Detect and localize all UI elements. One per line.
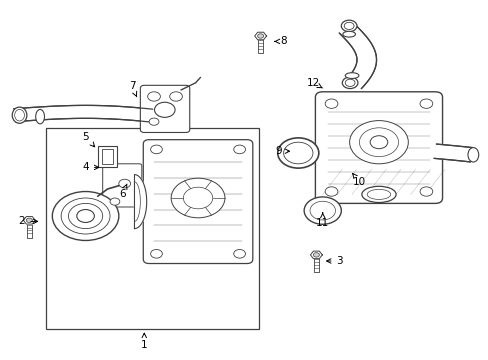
FancyBboxPatch shape xyxy=(140,85,189,132)
Polygon shape xyxy=(254,32,266,40)
Circle shape xyxy=(309,201,335,220)
Text: 7: 7 xyxy=(128,81,137,97)
Circle shape xyxy=(277,138,318,168)
Ellipse shape xyxy=(344,22,353,30)
Circle shape xyxy=(419,99,432,108)
Polygon shape xyxy=(258,40,263,53)
Text: 1: 1 xyxy=(141,333,147,350)
Circle shape xyxy=(325,187,337,196)
Text: 11: 11 xyxy=(315,213,329,228)
Ellipse shape xyxy=(366,189,390,199)
Circle shape xyxy=(77,210,94,222)
Circle shape xyxy=(149,118,159,125)
Circle shape xyxy=(110,198,120,205)
Circle shape xyxy=(169,92,182,101)
Ellipse shape xyxy=(342,77,357,89)
Ellipse shape xyxy=(341,20,356,32)
Circle shape xyxy=(183,187,212,209)
Polygon shape xyxy=(310,251,322,258)
Circle shape xyxy=(119,179,130,188)
Circle shape xyxy=(359,128,398,157)
Polygon shape xyxy=(134,175,146,229)
Circle shape xyxy=(419,187,432,196)
Ellipse shape xyxy=(345,73,358,78)
Circle shape xyxy=(313,253,319,257)
Polygon shape xyxy=(313,259,318,272)
Polygon shape xyxy=(339,24,376,89)
Text: 8: 8 xyxy=(274,36,286,46)
Circle shape xyxy=(26,218,32,222)
Ellipse shape xyxy=(12,107,27,123)
Ellipse shape xyxy=(342,31,355,37)
Text: 4: 4 xyxy=(82,162,99,172)
Text: 12: 12 xyxy=(305,78,322,88)
Bar xyxy=(102,149,113,164)
Circle shape xyxy=(171,178,224,218)
Circle shape xyxy=(283,142,312,164)
Bar xyxy=(98,146,117,167)
Polygon shape xyxy=(14,105,153,122)
Bar xyxy=(46,128,259,329)
Circle shape xyxy=(233,249,245,258)
Circle shape xyxy=(325,99,337,108)
Text: 6: 6 xyxy=(119,184,127,199)
Text: 2: 2 xyxy=(19,216,38,226)
Polygon shape xyxy=(27,225,32,238)
Circle shape xyxy=(369,136,387,149)
Text: 3: 3 xyxy=(326,256,343,266)
Circle shape xyxy=(304,197,341,224)
Circle shape xyxy=(150,249,162,258)
Polygon shape xyxy=(433,144,472,162)
Text: 5: 5 xyxy=(82,132,95,147)
Circle shape xyxy=(233,145,245,154)
Text: 10: 10 xyxy=(352,174,365,187)
Ellipse shape xyxy=(467,148,478,162)
FancyBboxPatch shape xyxy=(102,164,142,207)
Circle shape xyxy=(52,192,119,240)
Ellipse shape xyxy=(154,102,175,117)
FancyBboxPatch shape xyxy=(143,140,252,264)
Circle shape xyxy=(68,203,102,229)
Ellipse shape xyxy=(345,79,354,86)
Ellipse shape xyxy=(15,109,24,121)
Ellipse shape xyxy=(361,186,395,202)
Circle shape xyxy=(61,198,110,234)
Circle shape xyxy=(150,145,162,154)
FancyBboxPatch shape xyxy=(315,92,442,203)
Polygon shape xyxy=(23,217,35,224)
Circle shape xyxy=(147,92,160,101)
Ellipse shape xyxy=(36,109,44,124)
Text: 9: 9 xyxy=(275,146,289,156)
Circle shape xyxy=(257,34,263,38)
Circle shape xyxy=(349,121,407,164)
